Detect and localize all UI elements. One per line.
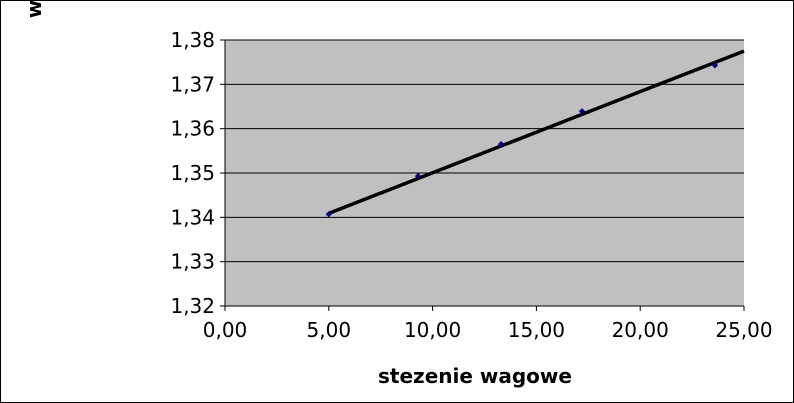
y-tick-label: 1,36 bbox=[170, 117, 215, 141]
y-tick-label: 1,38 bbox=[170, 28, 215, 52]
data-points bbox=[325, 62, 719, 218]
x-axis-title: stezenie wagowe bbox=[378, 364, 572, 388]
data-point bbox=[325, 211, 332, 218]
x-tick-label: 15,00 bbox=[508, 318, 565, 342]
data-point bbox=[414, 172, 422, 180]
y-tick-labels: 1,32 1,33 1,34 1,35 1,36 1,37 1,38 bbox=[170, 28, 215, 318]
x-tick-label: 10,00 bbox=[404, 318, 461, 342]
axes bbox=[220, 39, 745, 311]
y-tick-label: 1,34 bbox=[170, 205, 215, 229]
data-point bbox=[497, 140, 505, 148]
trendline-group bbox=[328, 49, 745, 215]
y-tick-label: 1,37 bbox=[170, 72, 215, 96]
x-tick-label: 20,00 bbox=[612, 318, 669, 342]
x-tick-label: 5,00 bbox=[307, 318, 352, 342]
trendline bbox=[328, 49, 745, 215]
x-tick-label: 0,00 bbox=[203, 318, 248, 342]
y-tick-label: 1,35 bbox=[170, 161, 215, 185]
y-tick-label: 1,32 bbox=[170, 294, 215, 318]
x-tick-label: 25,00 bbox=[715, 318, 772, 342]
data-point bbox=[711, 62, 719, 69]
y-tick-label: 1,33 bbox=[170, 250, 215, 274]
x-tick-labels: 0,00 5,00 10,00 15,00 20,00 25,00 bbox=[203, 318, 773, 342]
gridlines bbox=[225, 39, 744, 263]
data-point bbox=[578, 108, 586, 115]
y-axis-title: w bbox=[22, 1, 46, 18]
